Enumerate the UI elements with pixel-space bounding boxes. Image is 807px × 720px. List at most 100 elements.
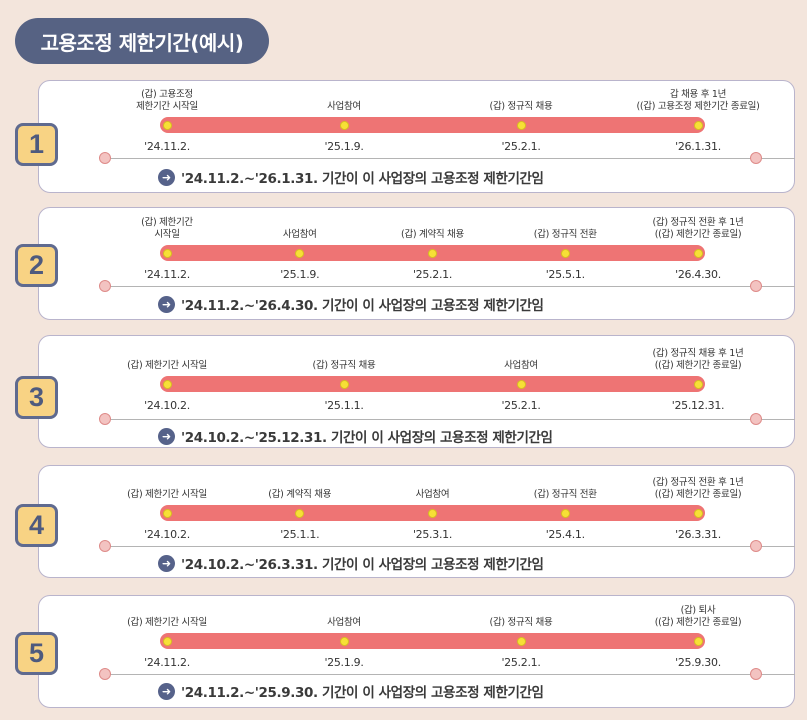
event-label: (갑) 정규직 채용 후 1년 ((갑) 제한기간 종료일) — [652, 348, 744, 371]
event-date: '25.1.1. — [324, 399, 364, 412]
event-point — [428, 248, 437, 258]
event-date: '25.5.1. — [545, 268, 585, 281]
page-title: 고용조정 제한기간(예시) — [15, 18, 269, 64]
event-label: 사업참여 — [504, 360, 538, 371]
timeline-baseline — [105, 674, 795, 675]
timeline-end-dot — [750, 413, 762, 425]
timeline-start-dot — [99, 152, 111, 164]
event-point — [693, 379, 703, 389]
event-point — [162, 508, 172, 518]
event-date: '25.4.1. — [545, 528, 585, 541]
event-point — [162, 636, 172, 646]
example-card-5: 5 (갑) 제한기간 시작일 '24.11.2. 사업참여 '25.1.9. (… — [15, 595, 795, 708]
arrow-right-icon: ➜ — [158, 168, 175, 186]
summary-text: '24.11.2.~'25.9.30. 기간이 이 사업장의 고용조정 제한기간… — [181, 685, 544, 701]
event-date: '24.11.2. — [144, 268, 190, 281]
event-label: (갑) 계약직 채용 — [268, 489, 332, 500]
event-date: '24.10.2. — [144, 528, 190, 541]
event-label: (갑) 제한기간 시작일 — [127, 360, 207, 371]
event-point — [693, 636, 703, 646]
summary-line: ➜ '24.11.2.~'26.4.30. 기간이 이 사업장의 고용조정 제한… — [158, 294, 544, 314]
event-point — [162, 248, 172, 258]
timeline-bar — [160, 117, 705, 133]
event-date: '24.11.2. — [144, 140, 190, 153]
summary-text: '24.11.2.~'26.4.30. 기간이 이 사업장의 고용조정 제한기간… — [181, 298, 544, 314]
timeline-baseline — [105, 286, 795, 287]
example-card-3: 3 (갑) 제한기간 시작일 '24.10.2. (갑) 정규직 채용 '25.… — [15, 335, 795, 448]
summary-line: ➜ '24.11.2.~'25.9.30. 기간이 이 사업장의 고용조정 제한… — [158, 681, 544, 701]
summary-line: ➜ '24.10.2.~'25.12.31. 기간이 이 사업장의 고용조정 제… — [158, 426, 553, 446]
event-label: (갑) 제한기간 시작일 — [141, 217, 193, 240]
summary-text: '24.10.2.~'26.3.31. 기간이 이 사업장의 고용조정 제한기간… — [181, 557, 544, 573]
card-number-badge: 4 — [15, 504, 58, 547]
summary-text: '24.10.2.~'25.12.31. 기간이 이 사업장의 고용조정 제한기… — [181, 430, 553, 446]
event-date: '26.3.31. — [675, 528, 721, 541]
event-label: (갑) 퇴사 ((갑) 제한기간 종료일) — [654, 605, 742, 628]
event-date: '25.12.31. — [671, 399, 725, 412]
event-point — [295, 508, 305, 518]
event-point — [295, 248, 305, 258]
event-label: (갑) 고용조정 제한기간 시작일 — [136, 89, 198, 112]
event-point — [339, 379, 349, 389]
example-card-4: 4 (갑) 제한기간 시작일 '24.10.2. (갑) 계약직 채용 '25.… — [15, 465, 795, 578]
timeline-bar — [160, 376, 705, 392]
event-label: (갑) 정규직 전환 후 1년 ((갑) 제한기간 종료일) — [652, 477, 744, 500]
timeline-end-dot — [750, 540, 762, 552]
event-date: '25.9.30. — [675, 656, 721, 669]
event-label: 사업참여 — [415, 489, 450, 500]
event-point — [693, 508, 703, 518]
summary-text: '24.11.2.~'26.1.31. 기간이 이 사업장의 고용조정 제한기간… — [181, 171, 544, 187]
summary-line: ➜ '24.11.2.~'26.1.31. 기간이 이 사업장의 고용조정 제한… — [158, 167, 544, 187]
event-label: 갑 채용 후 1년 ((갑) 고용조정 제한기간 종료일) — [636, 89, 760, 112]
event-label: 사업참여 — [327, 101, 361, 112]
card-number-badge: 2 — [15, 244, 58, 287]
card-number-badge: 3 — [15, 376, 58, 419]
timeline-start-dot — [99, 540, 111, 552]
event-point — [428, 508, 437, 518]
event-date: '24.11.2. — [144, 656, 190, 669]
arrow-right-icon: ➜ — [158, 554, 175, 572]
timeline-start-dot — [99, 413, 111, 425]
timeline-baseline — [105, 419, 795, 420]
event-label: (갑) 정규직 전환 — [533, 229, 597, 240]
event-point — [693, 248, 703, 258]
arrow-right-icon: ➜ — [158, 427, 175, 445]
event-label: (갑) 제한기간 시작일 — [127, 489, 207, 500]
event-point — [560, 508, 570, 518]
event-date: '26.4.30. — [675, 268, 721, 281]
event-label: (갑) 제한기간 시작일 — [127, 617, 207, 628]
event-label: (갑) 정규직 전환 후 1년 ((갑) 제한기간 종료일) — [652, 217, 744, 240]
event-label: (갑) 정규직 채용 — [312, 360, 376, 371]
event-label: 사업참여 — [327, 617, 361, 628]
event-date: '24.10.2. — [144, 399, 190, 412]
event-label: (갑) 정규직 전환 — [533, 489, 597, 500]
arrow-right-icon: ➜ — [158, 295, 175, 313]
event-date: '25.3.1. — [412, 528, 453, 541]
timeline-end-dot — [750, 668, 762, 680]
timeline-end-dot — [750, 152, 762, 164]
event-date: '25.2.1. — [501, 399, 541, 412]
event-point — [516, 379, 526, 389]
event-date: '26.1.31. — [675, 140, 721, 153]
event-label: (갑) 계약직 채용 — [401, 229, 464, 240]
event-point — [339, 636, 349, 646]
event-label: (갑) 정규직 채용 — [489, 617, 553, 628]
event-point — [162, 120, 172, 130]
event-date: '25.1.9. — [324, 656, 364, 669]
example-card-2: 2 (갑) 제한기간 시작일 '24.11.2. 사업참여 '25.1.9. (… — [15, 207, 795, 320]
card-number-badge: 5 — [15, 632, 58, 675]
summary-line: ➜ '24.10.2.~'26.3.31. 기간이 이 사업장의 고용조정 제한… — [158, 553, 544, 573]
timeline-baseline — [105, 546, 795, 547]
event-date: '25.1.1. — [280, 528, 320, 541]
arrow-right-icon: ➜ — [158, 682, 175, 700]
event-point — [516, 120, 526, 130]
event-label: 사업참여 — [282, 229, 317, 240]
card-number-badge: 1 — [15, 123, 58, 166]
event-date: '25.2.1. — [501, 656, 541, 669]
example-card-1: 1 (갑) 고용조정 제한기간 시작일 '24.11.2. 사업참여 '25.1… — [15, 80, 795, 193]
timeline-start-dot — [99, 668, 111, 680]
timeline-end-dot — [750, 280, 762, 292]
event-date: '25.1.9. — [280, 268, 320, 281]
timeline-start-dot — [99, 280, 111, 292]
event-label: (갑) 정규직 채용 — [489, 101, 553, 112]
